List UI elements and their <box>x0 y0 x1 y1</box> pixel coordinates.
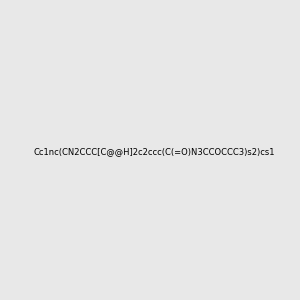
Text: Cc1nc(CN2CCC[C@@H]2c2ccc(C(=O)N3CCOCCC3)s2)cs1: Cc1nc(CN2CCC[C@@H]2c2ccc(C(=O)N3CCOCCC3)… <box>33 147 274 156</box>
